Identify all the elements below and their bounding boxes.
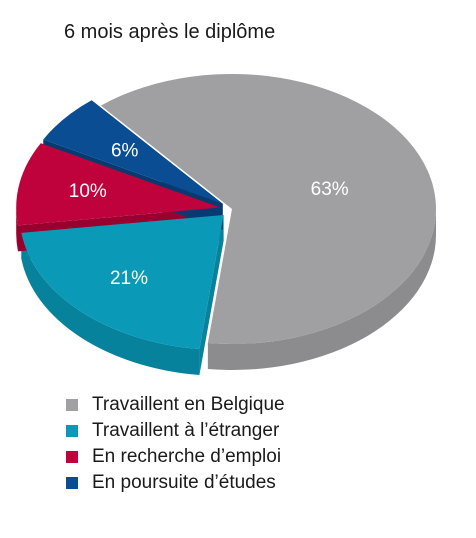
legend-swatch <box>66 477 78 489</box>
pie-chart: 63% 21% 10%6% <box>16 73 436 376</box>
slice-label-travaillent-en-belgique: 63% <box>311 179 349 200</box>
slice-label-en-recherche-d-emploi: 10% <box>69 181 107 202</box>
legend-label: En poursuite d’études <box>92 472 276 493</box>
slice-label-travaillent-a-l-etranger: 21% <box>110 268 148 289</box>
pie-slice-en-poursuite-d-etudes <box>43 100 223 204</box>
pie-slice-travaillent-a-l-etranger <box>21 214 224 350</box>
legend-label: Travaillent à l’étranger <box>92 420 280 441</box>
legend-label: Travaillent en Belgique <box>92 394 285 415</box>
legend-item-recherche-emploi: En recherche d’emploi <box>66 444 285 470</box>
chart-legend: Travaillent en Belgique Travaillent à l’… <box>66 392 285 496</box>
legend-swatch <box>66 451 78 463</box>
pie-side-travaillent-en-belgique <box>207 209 436 370</box>
legend-swatch <box>66 425 78 437</box>
pie-labels: 63% 21% 10%6% <box>69 140 349 289</box>
legend-item-travaillent-etranger: Travaillent à l’étranger <box>66 418 285 444</box>
legend-item-poursuite-etudes: En poursuite d’études <box>66 470 285 496</box>
slice-label-en-poursuite-d-etudes: 6% <box>111 140 139 161</box>
legend-item-travaillent-belgique: Travaillent en Belgique <box>66 392 285 418</box>
legend-label: En recherche d’emploi <box>92 446 282 467</box>
chart-title: 6 mois après le diplôme <box>64 21 276 43</box>
pie-slice-en-recherche-d-emploi <box>16 143 221 226</box>
legend-swatch <box>66 399 78 411</box>
pie-tops <box>16 73 436 350</box>
pie-slice-travaillent-en-belgique <box>100 73 436 344</box>
pie-side-en-recherche-d-emploi <box>16 207 18 252</box>
pie-side-travaillent-a-l-etranger-edge <box>199 214 224 376</box>
pie-side-travaillent-a-l-etranger <box>21 232 200 376</box>
